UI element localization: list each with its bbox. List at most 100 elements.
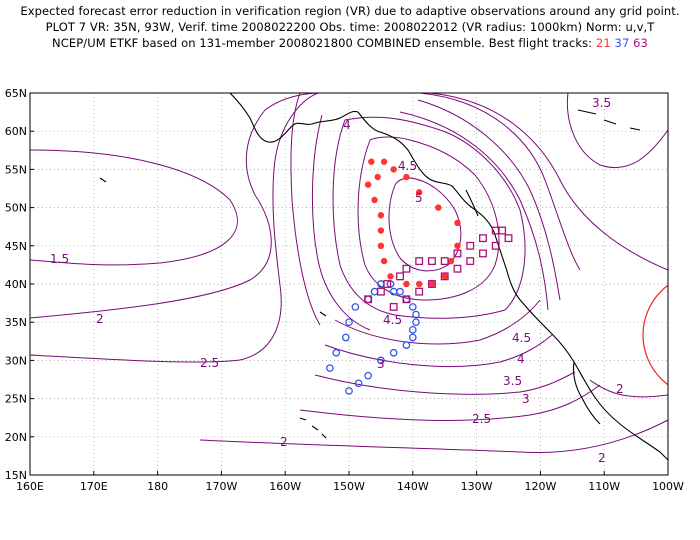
track-63-point <box>466 241 475 250</box>
lat-tick-label: 25N <box>5 393 27 406</box>
contour-label: 4.5 <box>383 313 402 327</box>
track-63-point <box>491 241 500 250</box>
lat-tick-label: 20N <box>5 431 27 444</box>
track-63-point <box>402 295 411 304</box>
track-37-point <box>354 379 363 388</box>
track-37-point <box>396 287 404 296</box>
verification-region-circle <box>642 284 668 386</box>
coastlines <box>99 93 668 461</box>
track-37-point <box>412 318 420 327</box>
contour-3-5-east <box>399 111 549 311</box>
contour-label: 2.5 <box>472 412 491 426</box>
track-21-point <box>364 181 372 188</box>
lon-tick-label: 130W <box>461 480 493 493</box>
lat-tick-label: 35N <box>5 316 27 329</box>
track-63-point <box>453 249 462 258</box>
contour-3-5-northeast <box>566 93 668 169</box>
track-63-point <box>453 264 462 273</box>
contour-label: 3.5 <box>592 96 611 110</box>
contour-3-south <box>314 371 576 395</box>
track-63-point <box>402 264 411 273</box>
contour-label: 4 <box>517 352 525 366</box>
track-37-point <box>408 333 417 342</box>
lon-tick-label: 120W <box>524 480 556 493</box>
lat-tick-label: 55N <box>5 163 27 176</box>
lat-tick-label: 60N <box>5 125 27 138</box>
contour-label: 4 <box>343 118 351 132</box>
track-63-point <box>479 234 487 243</box>
track-37-point <box>402 295 411 304</box>
contour-2-5-east <box>419 93 581 271</box>
contour-3 <box>290 93 321 326</box>
track-21-point <box>377 242 385 249</box>
track-37-point <box>377 356 385 365</box>
title-line-3-prefix: NCEP/UM ETKF based on 131-member 2008021… <box>52 36 593 50</box>
track-37-point <box>370 287 379 296</box>
lon-tick-label: 110W <box>588 480 620 493</box>
contour-5 <box>388 177 462 272</box>
contour-label: 1.5 <box>50 252 69 266</box>
track-63-point <box>415 287 424 296</box>
lon-tick-label: 160W <box>269 480 301 493</box>
contour-label: 3.5 <box>503 374 522 388</box>
contour-label: 2 <box>96 312 104 326</box>
contour-label: 4.5 <box>398 159 417 173</box>
lon-tick-label: 160E <box>16 480 44 493</box>
track-21-point <box>403 280 410 288</box>
track-21-point <box>454 242 461 249</box>
lat-tick-label: 45N <box>5 240 27 253</box>
track-21-point <box>377 227 385 234</box>
track-37-point <box>351 303 360 311</box>
title-line-3: NCEP/UM ETKF based on 131-member 2008021… <box>0 36 700 50</box>
contour-2-main <box>30 93 321 319</box>
track-21-point <box>390 166 397 173</box>
contour-label: 3 <box>377 357 385 371</box>
lon-tick-label: 170E <box>80 480 108 493</box>
track-63-point <box>440 272 449 281</box>
track-63-point <box>427 280 436 288</box>
track-63-point <box>440 257 449 266</box>
contour-label: 4.5 <box>512 331 531 345</box>
track-63-point <box>376 287 385 296</box>
contour-3-5 <box>311 114 371 331</box>
contour-label: 5 <box>415 191 423 205</box>
track-63-point <box>479 249 487 258</box>
lon-tick-label: 180 <box>147 480 168 493</box>
lon-tick-label: 140W <box>397 480 429 493</box>
track-37-point <box>364 371 372 380</box>
contour-lines <box>30 93 668 453</box>
track-37-point <box>408 303 417 311</box>
track-21-point <box>377 212 385 219</box>
contour-label: 2 <box>598 451 606 465</box>
track-63-point <box>396 272 404 281</box>
contour-2-east <box>429 93 668 271</box>
lon-tick-label: 170W <box>205 480 237 493</box>
track-37-point <box>341 333 350 342</box>
track-21-point <box>441 273 448 280</box>
title-line-1: Expected forecast error reduction in ver… <box>20 4 680 18</box>
title-line-2: PLOT 7 VR: 35N, 93W, Verif. time 2008022… <box>45 20 655 34</box>
contour-2-southeast <box>589 379 668 398</box>
track-37-point <box>326 364 334 372</box>
track-21-point <box>454 219 461 227</box>
track-21-point <box>403 173 410 181</box>
track-63-point <box>498 226 507 235</box>
contour-2-5-south <box>299 384 601 421</box>
track-21-point <box>415 189 423 196</box>
track-37-point <box>408 325 417 334</box>
track-21-point <box>447 257 455 265</box>
track-21-point <box>380 158 388 165</box>
track-37-point <box>364 295 372 304</box>
contour-4-south <box>334 299 541 345</box>
track-63-point <box>466 257 475 266</box>
contour-label: 2.5 <box>200 356 219 370</box>
track-label-purple: 63 <box>633 36 648 50</box>
contour-label: 3 <box>522 392 530 406</box>
track-63-point <box>364 295 373 304</box>
lat-tick-label: 50N <box>5 202 27 215</box>
track-21-point <box>368 158 375 165</box>
track-37-point <box>412 310 420 319</box>
track-63-point <box>415 257 424 266</box>
lat-tick-label: 40N <box>5 278 27 291</box>
